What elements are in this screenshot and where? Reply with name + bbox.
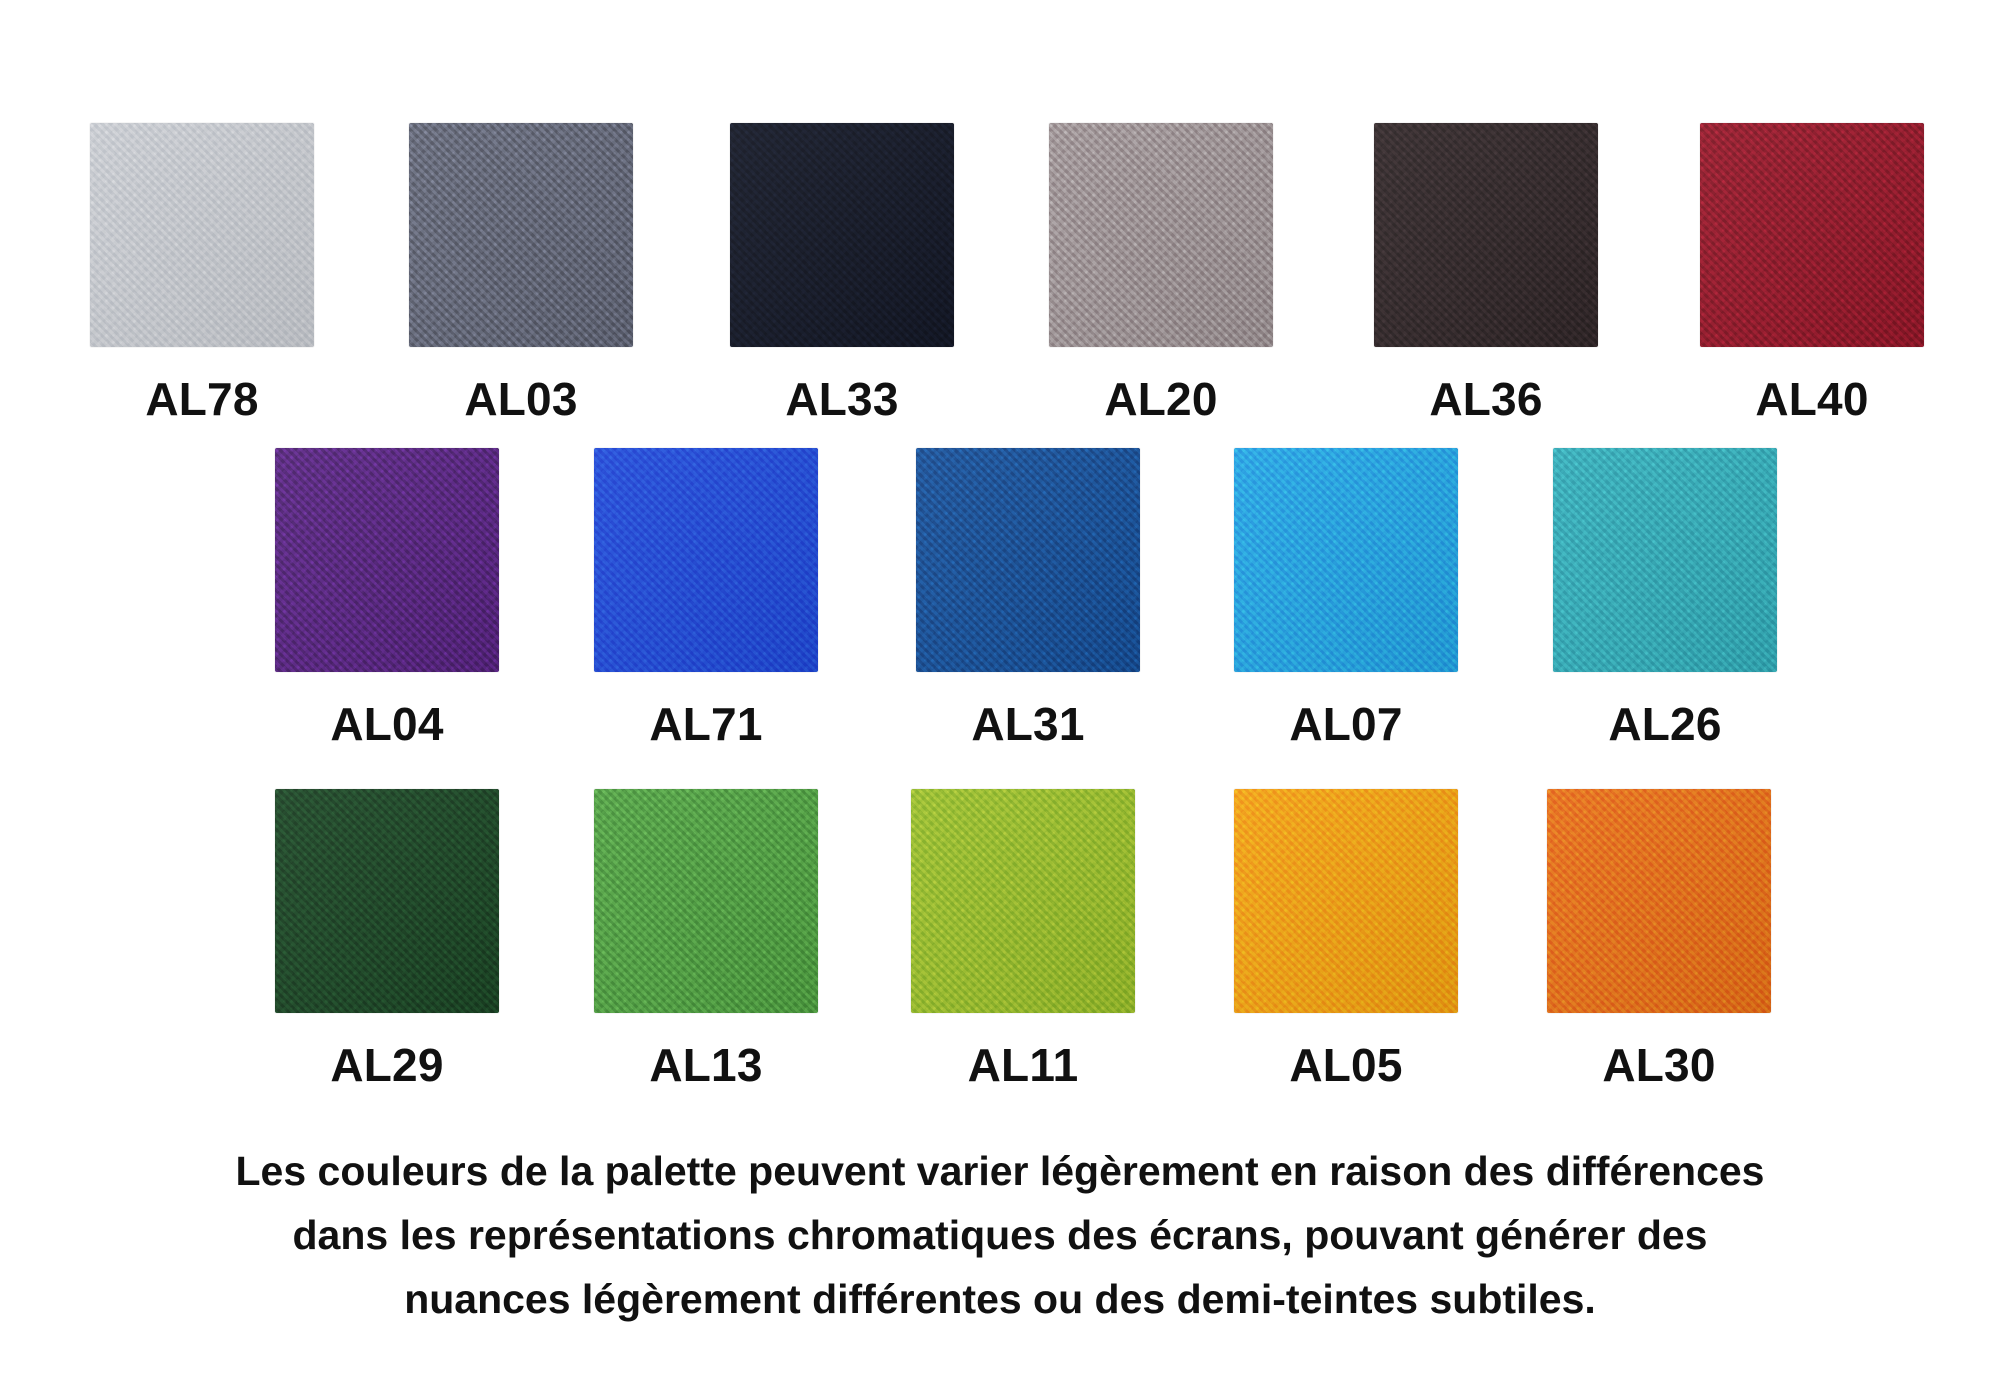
swatch-code-al33: AL33	[785, 373, 899, 425]
fabric-swatch-al11	[911, 789, 1135, 1013]
swatch-card-al04: AL04	[275, 448, 499, 747]
swatch-code-al36: AL36	[1429, 373, 1543, 425]
fabric-swatch-al78	[90, 123, 314, 347]
swatch-code-al30: AL30	[1602, 1039, 1716, 1091]
swatch-code-al71: AL71	[649, 698, 763, 750]
swatch-card-al33: AL33	[730, 123, 954, 422]
swatch-code-al13: AL13	[649, 1039, 763, 1091]
swatch-code-al11: AL11	[967, 1039, 1079, 1091]
swatch-code-al05: AL05	[1289, 1039, 1403, 1091]
swatch-card-al30: AL30	[1547, 789, 1771, 1088]
color-variation-disclaimer: Les couleurs de la palette peuvent varie…	[100, 1139, 1900, 1331]
fabric-swatch-al13	[594, 789, 818, 1013]
fabric-swatch-al31	[916, 448, 1140, 672]
fabric-swatch-al33	[730, 123, 954, 347]
swatch-card-al03: AL03	[409, 123, 633, 422]
fabric-swatch-al07	[1234, 448, 1458, 672]
swatch-card-al20: AL20	[1049, 123, 1273, 422]
disclaimer-line-2: dans les représentations chromatiques de…	[292, 1212, 1708, 1258]
fabric-swatch-al30	[1547, 789, 1771, 1013]
swatch-card-al05: AL05	[1234, 789, 1458, 1088]
swatch-code-al40: AL40	[1755, 373, 1869, 425]
fabric-swatch-al26	[1553, 448, 1777, 672]
swatch-card-al07: AL07	[1234, 448, 1458, 747]
swatch-code-al31: AL31	[971, 698, 1085, 750]
swatch-code-al07: AL07	[1289, 698, 1403, 750]
swatch-card-al29: AL29	[275, 789, 499, 1088]
swatch-code-al04: AL04	[330, 698, 444, 750]
swatch-card-al78: AL78	[90, 123, 314, 422]
swatch-code-al29: AL29	[330, 1039, 444, 1091]
fabric-swatch-al36	[1374, 123, 1598, 347]
disclaimer-line-3: nuances légèrement différentes ou des de…	[404, 1276, 1596, 1322]
swatch-code-al20: AL20	[1104, 373, 1218, 425]
fabric-swatch-al05	[1234, 789, 1458, 1013]
fabric-swatch-al03	[409, 123, 633, 347]
swatch-card-al71: AL71	[594, 448, 818, 747]
swatch-code-al26: AL26	[1608, 698, 1722, 750]
disclaimer-line-1: Les couleurs de la palette peuvent varie…	[235, 1148, 1765, 1194]
fabric-swatch-al29	[275, 789, 499, 1013]
swatch-code-al78: AL78	[145, 373, 259, 425]
fabric-swatch-al40	[1700, 123, 1924, 347]
swatch-card-al26: AL26	[1553, 448, 1777, 747]
swatch-card-al36: AL36	[1374, 123, 1598, 422]
swatch-card-al13: AL13	[594, 789, 818, 1088]
fabric-swatch-al04	[275, 448, 499, 672]
swatch-card-al31: AL31	[916, 448, 1140, 747]
swatch-code-al03: AL03	[464, 373, 578, 425]
fabric-swatch-al71	[594, 448, 818, 672]
swatch-card-al40: AL40	[1700, 123, 1924, 422]
fabric-swatch-al20	[1049, 123, 1273, 347]
swatch-card-al11: AL11	[911, 789, 1135, 1088]
